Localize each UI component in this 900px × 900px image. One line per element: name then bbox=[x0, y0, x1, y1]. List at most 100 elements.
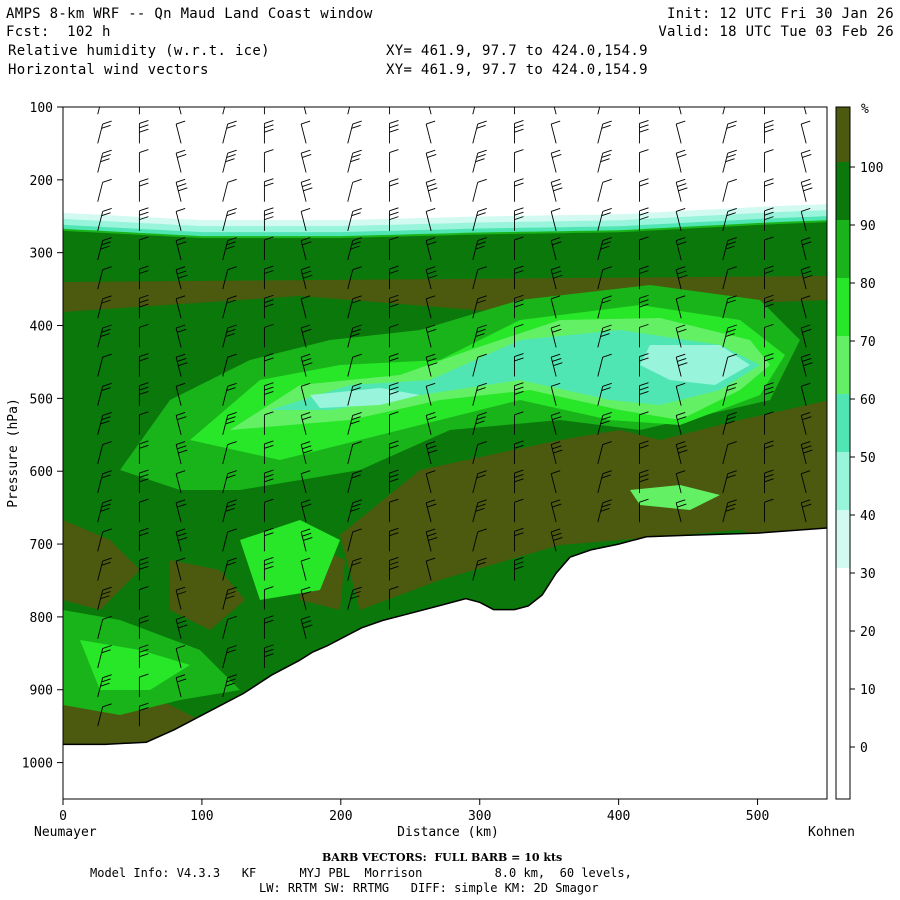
barb-feather bbox=[802, 328, 812, 333]
barb-feather bbox=[476, 124, 486, 129]
barb-feather bbox=[175, 441, 186, 445]
barb-feather bbox=[101, 503, 111, 508]
barb-feather bbox=[764, 386, 774, 391]
wind-barb bbox=[514, 107, 515, 115]
barb-feather bbox=[303, 449, 313, 454]
barb-feather bbox=[601, 154, 611, 158]
barb-feather bbox=[727, 266, 737, 271]
barb-feather bbox=[102, 149, 112, 154]
barb-staff bbox=[675, 386, 682, 406]
wind-barb bbox=[300, 528, 313, 552]
barb-feather bbox=[428, 100, 437, 103]
barb-staff bbox=[222, 357, 229, 377]
barb-feather bbox=[139, 216, 149, 221]
wind-barb bbox=[722, 107, 726, 115]
barb-staff bbox=[597, 502, 604, 523]
barb-feather bbox=[727, 470, 737, 475]
barb-feather bbox=[102, 411, 112, 416]
barb-feather bbox=[727, 295, 737, 300]
wind-barb bbox=[553, 107, 557, 115]
barb-staff bbox=[97, 153, 104, 173]
barb-feather bbox=[514, 294, 524, 299]
barb-feather bbox=[476, 503, 486, 508]
barb-feather bbox=[426, 411, 436, 416]
barb-feather bbox=[639, 178, 649, 183]
wind-barb bbox=[675, 441, 688, 465]
barb-feather bbox=[101, 416, 111, 421]
barb-feather bbox=[639, 444, 649, 449]
barb-feather bbox=[639, 294, 649, 299]
barb-feather bbox=[639, 265, 649, 270]
barb-staff bbox=[425, 531, 432, 552]
barb-feather bbox=[225, 420, 235, 425]
barb-staff bbox=[222, 298, 229, 319]
wind-barb bbox=[222, 674, 237, 698]
barb-feather bbox=[602, 470, 612, 475]
barb-staff bbox=[300, 153, 307, 173]
barb-staff bbox=[222, 473, 229, 494]
barb-feather bbox=[427, 357, 437, 362]
barb-feather bbox=[139, 565, 149, 570]
barb-feather bbox=[389, 299, 399, 304]
barb-staff bbox=[675, 269, 682, 290]
barb-feather bbox=[727, 411, 737, 416]
barb-feather bbox=[227, 266, 237, 271]
barb-feather bbox=[178, 537, 188, 541]
barb-feather bbox=[802, 357, 812, 362]
barb-feather bbox=[764, 211, 774, 216]
barb-feather bbox=[639, 91, 648, 94]
barb-feather bbox=[389, 440, 399, 445]
wind-barb bbox=[97, 266, 112, 290]
barb-feather bbox=[639, 391, 649, 395]
barb-feather bbox=[601, 299, 611, 304]
wind-barb bbox=[263, 469, 274, 494]
barb-feather bbox=[389, 236, 399, 241]
colorbar-tick-label: 100 bbox=[860, 161, 883, 176]
colorbar-tick-label: 30 bbox=[860, 567, 876, 582]
wind-barb bbox=[388, 527, 399, 552]
barb-feather bbox=[426, 528, 436, 533]
barb-feather bbox=[514, 303, 524, 308]
wind-barb bbox=[222, 149, 237, 173]
barb-feather bbox=[553, 537, 563, 541]
barb-feather bbox=[600, 420, 610, 425]
barb-feather bbox=[139, 96, 148, 99]
wind-barb bbox=[300, 208, 311, 231]
wind-barb bbox=[425, 237, 437, 261]
wind-barb bbox=[472, 149, 487, 173]
barb-feather bbox=[389, 270, 399, 274]
barb-feather bbox=[264, 303, 274, 308]
barb-feather bbox=[427, 270, 437, 275]
barb-feather bbox=[801, 208, 811, 212]
barb-feather bbox=[389, 96, 398, 99]
barb-staff bbox=[472, 298, 479, 319]
barb-feather bbox=[352, 441, 362, 445]
barb-feather bbox=[602, 353, 612, 358]
barb-feather bbox=[227, 441, 237, 445]
y-tick-label: 600 bbox=[30, 465, 53, 480]
valid-time: Valid: 18 UTC Tue 03 Feb 26 bbox=[658, 24, 894, 40]
wind-barb bbox=[263, 107, 265, 115]
barb-staff bbox=[550, 444, 557, 465]
barb-feather bbox=[139, 586, 149, 591]
wind-barb bbox=[388, 557, 399, 581]
barb-feather bbox=[139, 270, 149, 274]
barb-feather bbox=[426, 295, 436, 300]
barb-feather bbox=[801, 411, 811, 416]
barb-staff bbox=[175, 153, 182, 173]
barb-feather bbox=[803, 274, 813, 279]
barb-feather bbox=[102, 208, 112, 212]
wind-barb bbox=[300, 557, 311, 581]
wind-barb bbox=[300, 586, 312, 610]
barb-feather bbox=[801, 324, 811, 329]
wind-barb bbox=[388, 469, 399, 494]
x-tick-label: 300 bbox=[468, 809, 491, 824]
barb-staff bbox=[175, 560, 182, 581]
barb-feather bbox=[601, 212, 611, 217]
barb-staff bbox=[550, 386, 557, 406]
barb-staff bbox=[722, 211, 729, 231]
barb-feather bbox=[639, 386, 649, 391]
wind-barb bbox=[97, 615, 112, 639]
barb-feather bbox=[725, 245, 735, 250]
barb-feather bbox=[602, 266, 612, 271]
